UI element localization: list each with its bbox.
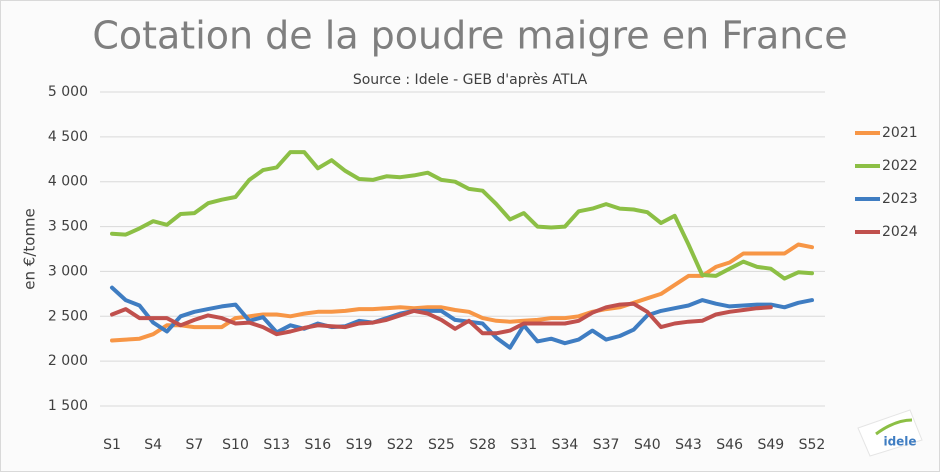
chart-subtitle: Source : Idele - GEB d'après ATLA	[353, 72, 588, 88]
x-tick-label: S49	[757, 437, 784, 453]
legend-label: 2023	[882, 191, 918, 207]
logo: idele	[857, 409, 923, 457]
chart-title: Cotation de la poudre maigre en France	[92, 14, 847, 58]
y-tick-label: 2 500	[48, 308, 88, 324]
x-tick-label: S4	[144, 437, 162, 453]
logo-swoosh	[875, 418, 913, 436]
legend-label: 2022	[882, 158, 918, 174]
x-tick-label: S19	[346, 437, 373, 453]
logo-text: idele	[883, 435, 916, 449]
series-line	[110, 285, 814, 350]
x-tick-label: S28	[469, 437, 496, 453]
x-tick-label: S13	[263, 437, 290, 453]
x-tick-label: S31	[510, 437, 537, 453]
x-tick-label: S37	[593, 437, 620, 453]
x-tick-label: S52	[799, 437, 826, 453]
y-tick-label: 3 000	[48, 263, 88, 279]
y-tick-label: 5 000	[48, 84, 88, 100]
y-tick-label: 4 000	[48, 174, 88, 190]
x-tick-label: S1	[103, 437, 121, 453]
x-tick-label: S25	[428, 437, 455, 453]
y-axis-label: en €/tonne	[21, 208, 39, 289]
x-tick-label: S34	[552, 437, 579, 453]
y-tick-label: 4 500	[48, 129, 88, 145]
y-tick-label: 2 000	[48, 353, 88, 369]
x-tick-label: S7	[185, 437, 203, 453]
x-tick-label: S22	[387, 437, 414, 453]
x-tick-label: S46	[716, 437, 743, 453]
legend-label: 2021	[882, 125, 918, 141]
y-tick-label: 1 500	[48, 398, 88, 414]
x-tick-label: S40	[634, 437, 661, 453]
y-tick-label: 3 500	[48, 219, 88, 235]
legend-label: 2024	[882, 224, 918, 240]
x-tick-label: S43	[675, 437, 702, 453]
x-tick-label: S10	[222, 437, 249, 453]
series-line	[110, 150, 814, 281]
series-line	[110, 301, 773, 337]
x-tick-label: S16	[305, 437, 332, 453]
